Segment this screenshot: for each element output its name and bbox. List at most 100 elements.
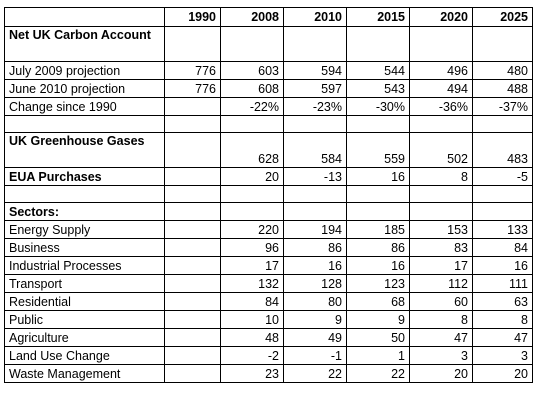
- row-label: Business: [4, 238, 165, 257]
- value-cell: 96: [220, 238, 284, 257]
- row-label: Residential: [4, 292, 165, 311]
- carbon-account-table: 1990 2008 2010 2015 2020 2025 Net UK Car…: [4, 7, 533, 383]
- value-cell: 83: [409, 238, 473, 257]
- value-cell: [164, 292, 221, 311]
- value-cell: 48: [220, 328, 284, 347]
- row-label: Land Use Change: [4, 346, 165, 365]
- table-row: Residential 84 80 68 60 63: [4, 292, 533, 311]
- value-cell: 16: [346, 256, 410, 275]
- value-cell: [164, 97, 221, 116]
- value-cell: 123: [346, 274, 410, 293]
- table-row: Public 10 9 9 8 8: [4, 310, 533, 329]
- spacer-row: [4, 185, 533, 203]
- row-label: EUA Purchases: [4, 167, 165, 186]
- value-cell: 543: [346, 79, 410, 98]
- value-cell: -1: [283, 346, 347, 365]
- value-cell: 22: [346, 364, 410, 383]
- value-cell: 80: [283, 292, 347, 311]
- value-cell: 16: [346, 167, 410, 186]
- value-cell: [164, 274, 221, 293]
- value-cell: 16: [283, 256, 347, 275]
- value-cell: 47: [409, 328, 473, 347]
- value-cell: -30%: [346, 97, 410, 116]
- header-cell-1990: 1990: [164, 7, 221, 27]
- value-cell: 8: [409, 310, 473, 329]
- value-cell: 8: [409, 167, 473, 186]
- value-cell: 49: [283, 328, 347, 347]
- table-row: Change since 1990 -22% -23% -30% -36% -3…: [4, 97, 533, 116]
- value-cell: [164, 328, 221, 347]
- table-row: Business 96 86 86 83 84: [4, 238, 533, 257]
- header-cell-2020: 2020: [409, 7, 473, 27]
- value-cell: 3: [409, 346, 473, 365]
- row-label: Energy Supply: [4, 220, 165, 239]
- table-row: Land Use Change -2 -1 1 3 3: [4, 346, 533, 365]
- value-cell: 133: [472, 220, 533, 239]
- section-title: Sectors:: [4, 202, 165, 221]
- value-cell: -37%: [472, 97, 533, 116]
- value-cell: 63: [472, 292, 533, 311]
- row-label: Change since 1990: [4, 97, 165, 116]
- value-cell: 594: [283, 61, 347, 80]
- value-cell: 584: [283, 132, 347, 168]
- value-cell: 483: [472, 132, 533, 168]
- table-row: Waste Management 23 22 22 20 20: [4, 364, 533, 383]
- value-cell: [164, 132, 221, 168]
- row-label: UK Greenhouse Gases: [4, 132, 165, 168]
- value-cell: 496: [409, 61, 473, 80]
- value-cell: 132: [220, 274, 284, 293]
- value-cell: [164, 256, 221, 275]
- value-cell: 84: [220, 292, 284, 311]
- section-title-row: Sectors:: [4, 202, 533, 221]
- value-cell: -36%: [409, 97, 473, 116]
- table-row: EUA Purchases 20 -13 16 8 -5: [4, 167, 533, 186]
- header-cell-label: [4, 7, 165, 27]
- value-cell: 776: [164, 61, 221, 80]
- value-cell: 608: [220, 79, 284, 98]
- value-cell: -13: [283, 167, 347, 186]
- row-label: Public: [4, 310, 165, 329]
- table-row: UK Greenhouse Gases 628 584 559 502 483: [4, 132, 533, 168]
- value-cell: 10: [220, 310, 284, 329]
- value-cell: 9: [346, 310, 410, 329]
- value-cell: 544: [346, 61, 410, 80]
- value-cell: 194: [283, 220, 347, 239]
- value-cell: 22: [283, 364, 347, 383]
- value-cell: 3: [472, 346, 533, 365]
- table-row: Energy Supply 220 194 185 153 133: [4, 220, 533, 239]
- value-cell: 47: [472, 328, 533, 347]
- section-title-row: Net UK Carbon Account: [4, 26, 533, 62]
- value-cell: -23%: [283, 97, 347, 116]
- value-cell: 84: [472, 238, 533, 257]
- row-label: Transport: [4, 274, 165, 293]
- row-label: Waste Management: [4, 364, 165, 383]
- row-label: June 2010 projection: [4, 79, 165, 98]
- row-label: July 2009 projection: [4, 61, 165, 80]
- header-row: 1990 2008 2010 2015 2020 2025: [4, 7, 533, 27]
- value-cell: 220: [220, 220, 284, 239]
- value-cell: 23: [220, 364, 284, 383]
- value-cell: [164, 220, 221, 239]
- value-cell: 20: [472, 364, 533, 383]
- value-cell: 488: [472, 79, 533, 98]
- value-cell: 60: [409, 292, 473, 311]
- value-cell: 68: [346, 292, 410, 311]
- value-cell: -2: [220, 346, 284, 365]
- value-cell: 603: [220, 61, 284, 80]
- carbon-account-table-container: 1990 2008 2010 2015 2020 2025 Net UK Car…: [4, 7, 533, 383]
- value-cell: 597: [283, 79, 347, 98]
- value-cell: [164, 364, 221, 383]
- table-row: Transport 132 128 123 112 111: [4, 274, 533, 293]
- value-cell: 153: [409, 220, 473, 239]
- value-cell: 185: [346, 220, 410, 239]
- table-row: June 2010 projection 776 608 597 543 494…: [4, 79, 533, 98]
- value-cell: [164, 346, 221, 365]
- table-row: July 2009 projection 776 603 594 544 496…: [4, 61, 533, 80]
- value-cell: 628: [220, 132, 284, 168]
- section-title: Net UK Carbon Account: [4, 26, 165, 62]
- value-cell: [164, 238, 221, 257]
- value-cell: 9: [283, 310, 347, 329]
- value-cell: 502: [409, 132, 473, 168]
- sector-rows: Energy Supply 220 194 185 153 133 Business 96 86…: [4, 220, 533, 383]
- value-cell: -22%: [220, 97, 284, 116]
